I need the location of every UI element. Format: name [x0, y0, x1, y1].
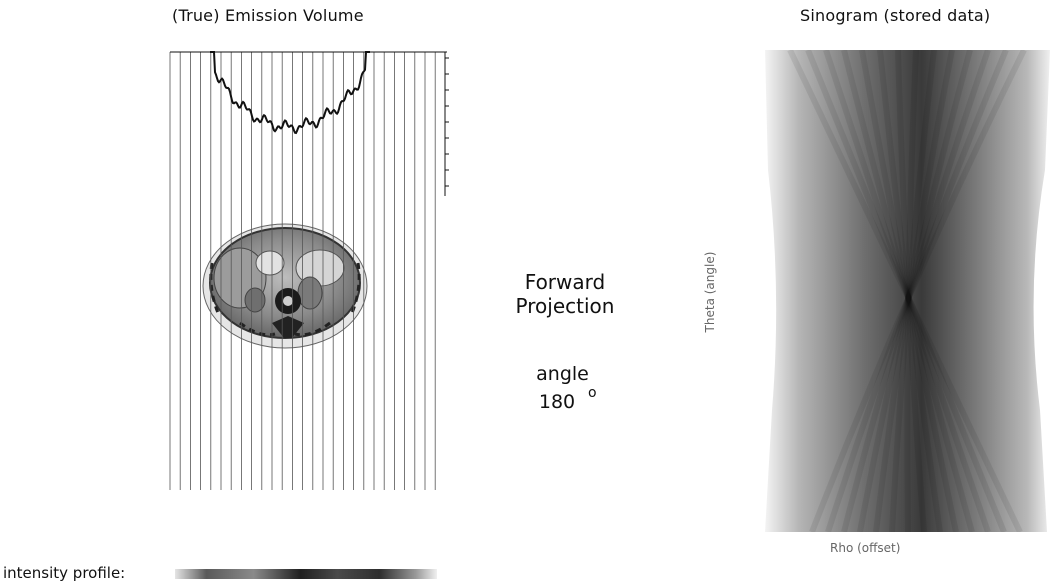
emission-volume-panel: [160, 38, 460, 498]
forward-projection-line1: Forward: [525, 270, 605, 294]
emission-volume-title: (True) Emission Volume: [172, 6, 364, 25]
intensity-profile-curve: [210, 52, 370, 133]
degree-symbol: o: [588, 386, 597, 400]
forward-projection-label: Forward Projection: [495, 270, 635, 318]
rho-axis-label: Rho (offset): [830, 541, 900, 555]
sinogram-title: Sinogram (stored data): [800, 6, 990, 25]
angle-label: angle: [520, 363, 605, 385]
sinogram-image: [760, 50, 1050, 532]
intensity-profile-label: intensity profile:: [3, 564, 125, 582]
angle-value: 180: [527, 391, 587, 413]
theta-axis-label: Theta (angle): [703, 222, 717, 362]
forward-projection-line2: Projection: [516, 294, 615, 318]
ct-slice-image: [203, 224, 367, 348]
intensity-profile-bar: [175, 569, 437, 579]
